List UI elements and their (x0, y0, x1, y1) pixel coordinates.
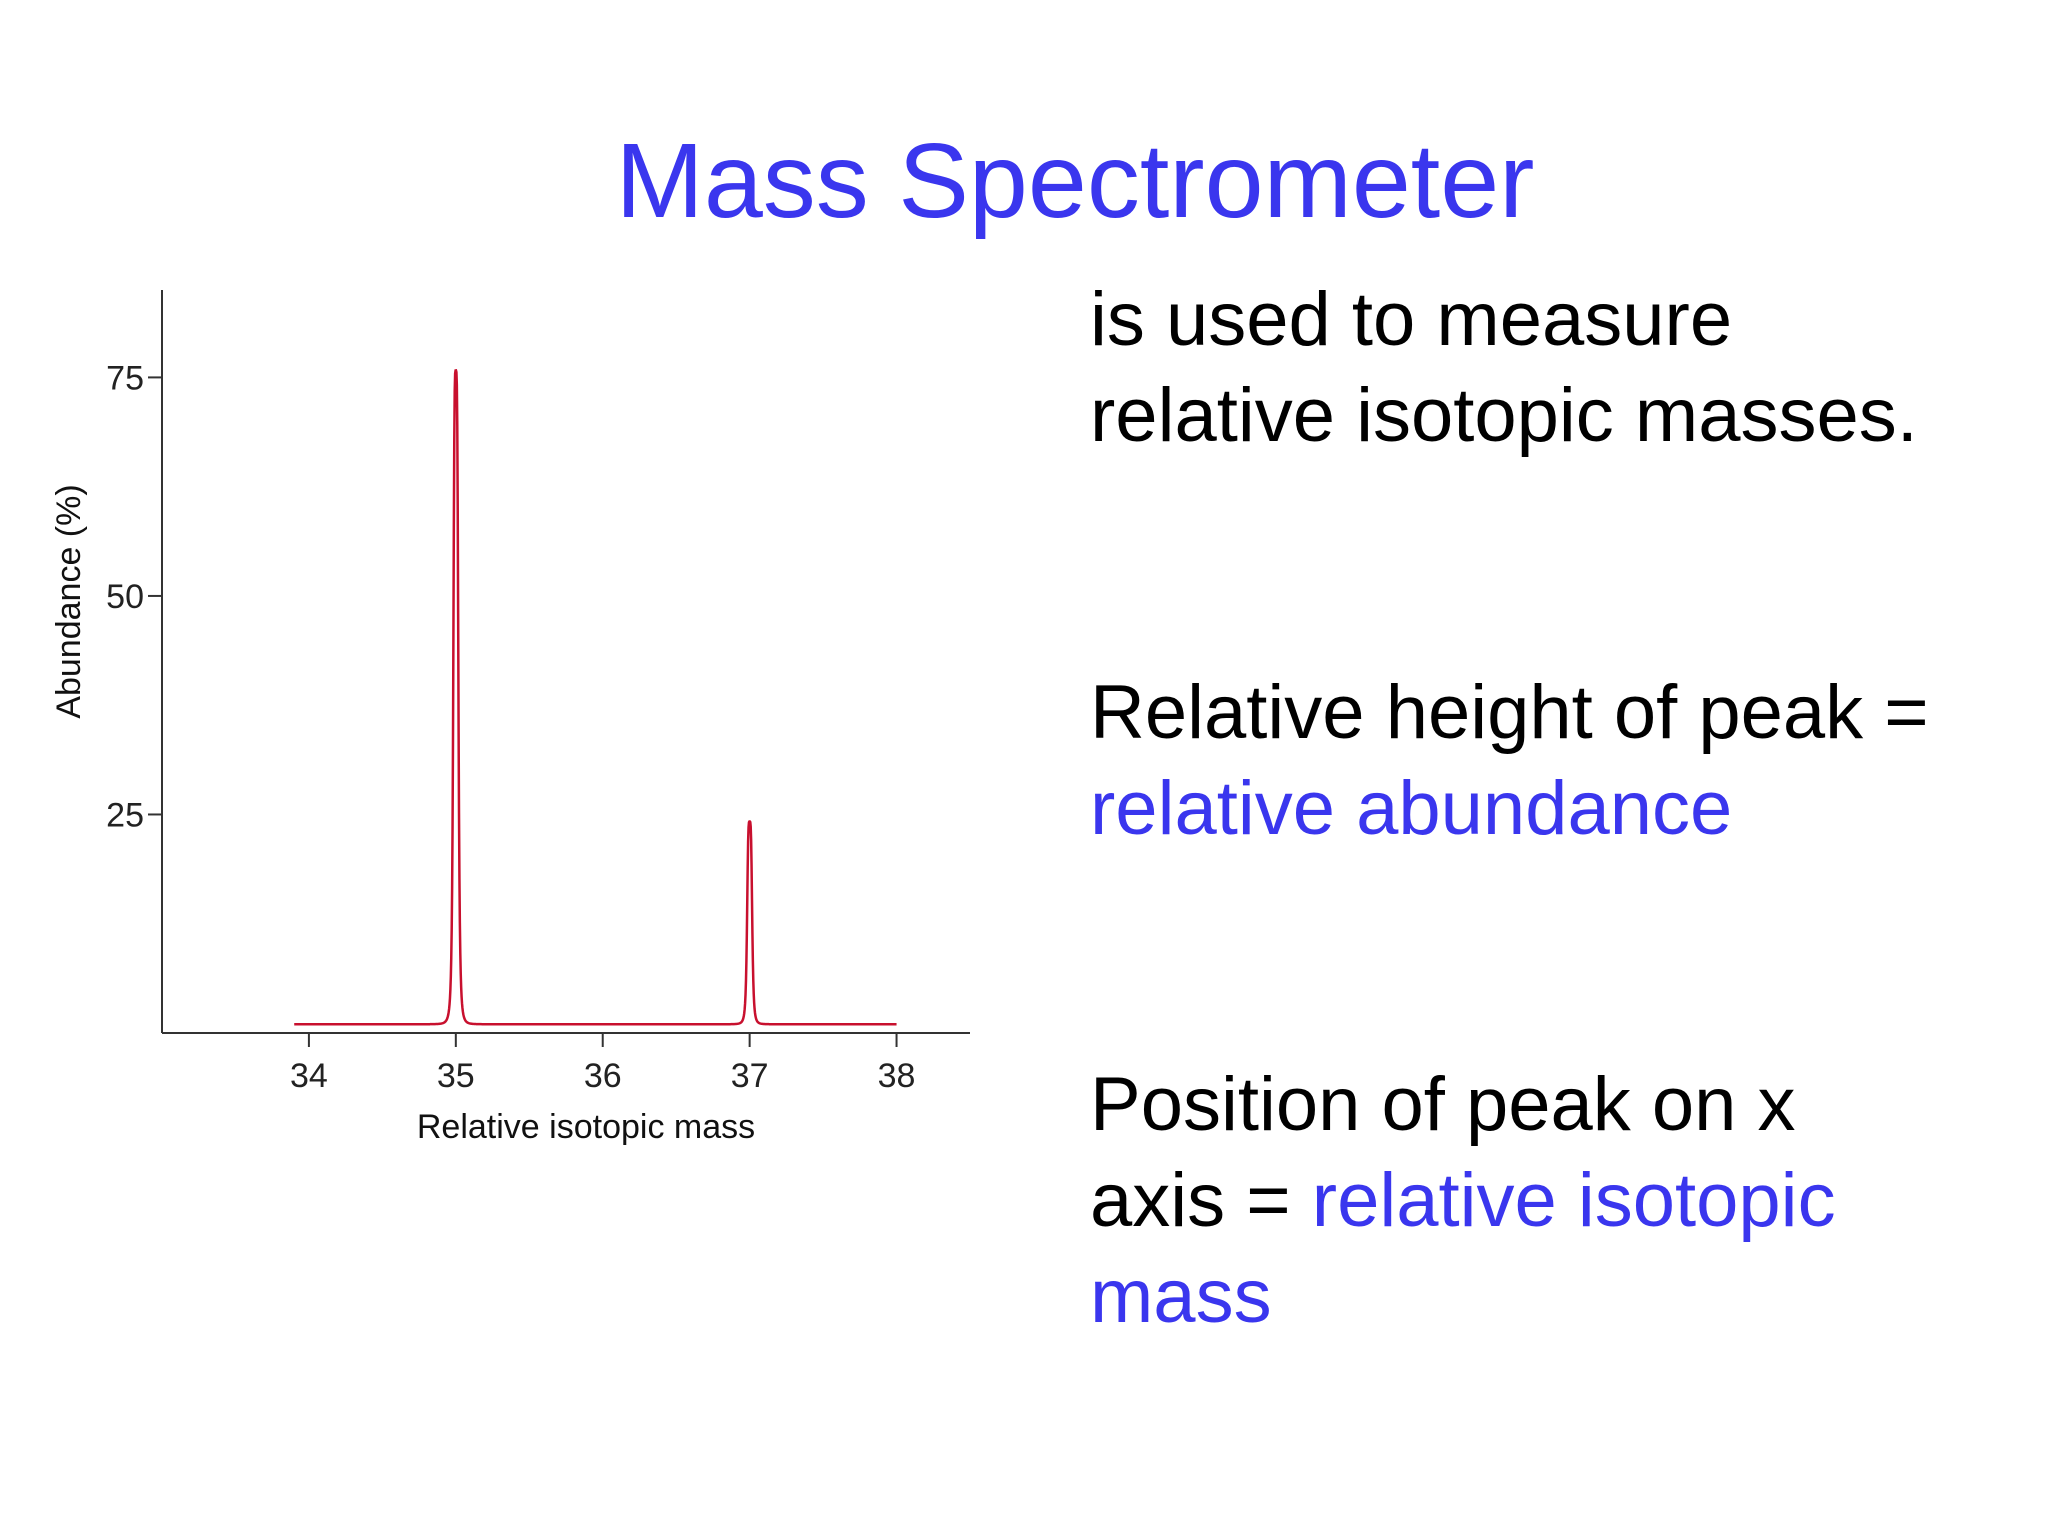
peak-height-line: Relative height of peak = (1090, 670, 1929, 755)
x-tick-label-38: 38 (878, 1057, 916, 1095)
mass-text: mass (1090, 1254, 1272, 1339)
axis-line: axis = relative isotopic (1090, 1153, 1836, 1249)
peak-position-line: Position of peak on x (1090, 1062, 1796, 1147)
axis-equals-text: axis = (1090, 1158, 1312, 1243)
x-tick-label-36: 36 (584, 1057, 622, 1095)
x-axis-label: Relative isotopic mass (417, 1108, 755, 1146)
relative-isotopic-text: relative isotopic (1311, 1158, 1836, 1243)
spectrum-line (294, 369, 897, 1026)
chart-labels: Relative isotopic mass Abundance (%) (50, 484, 755, 1146)
description-block: is used to measure relative isotopic mas… (1090, 272, 1918, 464)
page-title: Mass Spectrometer (615, 122, 1535, 240)
peak-position-block: Position of peak on x axis = relative is… (1090, 1057, 1836, 1345)
x-tick-label-35: 35 (437, 1057, 475, 1095)
chart-axes (161, 290, 970, 1034)
y-tick-label-50: 50 (106, 578, 144, 616)
x-tick-label-37: 37 (731, 1057, 769, 1095)
description-line-1: is used to measure (1090, 277, 1733, 362)
y-axis-label: Abundance (%) (50, 484, 88, 718)
y-tick-label-75: 75 (106, 359, 144, 397)
y-tick-label-25: 25 (106, 796, 144, 834)
peak-height-block: Relative height of peak = relative abund… (1090, 665, 1929, 857)
chart-ticks: 34 35 36 37 38 25 50 75 (106, 359, 915, 1095)
description-line-2: relative isotopic masses. (1090, 373, 1918, 458)
relative-abundance-text: relative abundance (1090, 766, 1733, 851)
x-tick-label-34: 34 (290, 1057, 328, 1095)
